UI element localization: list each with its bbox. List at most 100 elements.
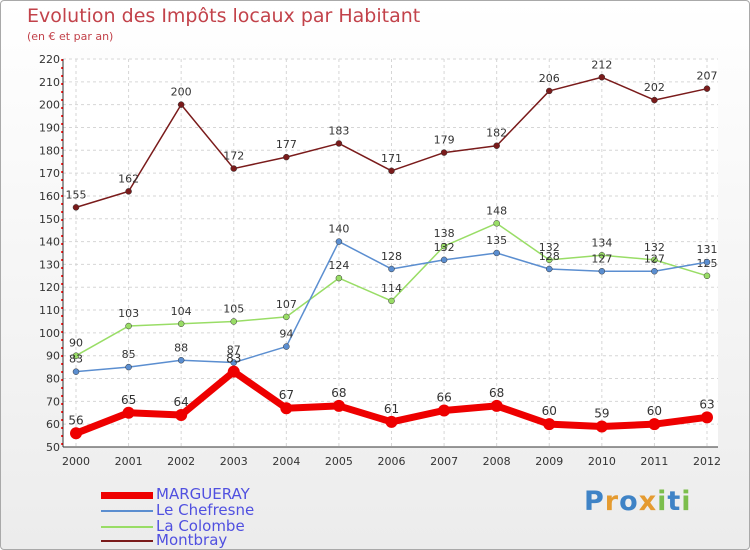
data-point — [493, 249, 500, 257]
legend-label-margueray: MARGUERAY — [156, 485, 250, 503]
x-tick-label: 2012 — [693, 455, 721, 468]
data-label: 63 — [699, 397, 714, 411]
data-point — [703, 272, 711, 280]
data-label: 94 — [279, 328, 293, 341]
data-label: 202 — [644, 81, 665, 94]
data-point — [177, 101, 185, 108]
x-tick-label: 2007 — [430, 455, 458, 468]
data-label: 85 — [122, 348, 136, 361]
data-point — [598, 252, 606, 259]
data-label: 64 — [174, 395, 189, 409]
y-tick-label: 70 — [46, 395, 60, 408]
data-label: 114 — [381, 282, 402, 295]
data-point — [388, 167, 395, 175]
y-tick-label: 100 — [39, 327, 60, 340]
data-point — [493, 220, 500, 227]
data-label: 83 — [226, 352, 241, 366]
data-label: 132 — [539, 241, 560, 254]
logo-letter: r — [604, 486, 620, 517]
y-tick-label: 190 — [39, 121, 60, 134]
data-point — [335, 274, 343, 282]
data-point — [648, 418, 661, 431]
data-point — [440, 256, 448, 264]
data-point — [125, 363, 132, 371]
data-label: 172 — [223, 150, 244, 163]
data-point — [595, 420, 608, 433]
y-tick-label: 80 — [46, 373, 60, 386]
data-label: 206 — [539, 72, 560, 85]
data-point — [125, 322, 132, 330]
data-point — [546, 265, 553, 273]
data-label: 107 — [276, 298, 297, 311]
legend-swatch-montbray — [101, 540, 153, 542]
x-tick-label: 2009 — [535, 455, 563, 468]
data-label: 212 — [591, 58, 612, 71]
proxiti-logo: Proxiti — [584, 486, 692, 517]
data-label: 59 — [594, 406, 609, 420]
y-tick-label: 60 — [46, 418, 60, 431]
data-label: 68 — [489, 386, 504, 400]
data-point — [385, 415, 398, 428]
data-point — [72, 368, 80, 375]
x-tick-label: 2002 — [167, 455, 195, 468]
x-tick-label: 2004 — [272, 455, 300, 468]
x-tick-label: 2001 — [115, 455, 143, 468]
y-tick-label: 200 — [39, 99, 60, 112]
data-point — [546, 256, 553, 264]
data-label: 61 — [384, 402, 399, 416]
data-label: 128 — [381, 250, 402, 263]
x-tick-label: 2003 — [220, 455, 248, 468]
data-label: 140 — [328, 223, 349, 236]
chart-subtitle: (en € et par an) — [27, 30, 114, 43]
x-tick-label: 2006 — [378, 455, 406, 468]
logo-letter: o — [619, 486, 639, 517]
legend-label-montbray: Montbray — [156, 531, 228, 549]
legend-swatch-margueray — [101, 492, 153, 499]
data-point — [175, 409, 188, 422]
data-label: 127 — [591, 252, 612, 265]
data-point — [701, 411, 713, 424]
logo-letter: t — [667, 486, 682, 517]
data-point — [230, 318, 237, 325]
chart-title: Evolution des Impôts locaux par Habitant — [27, 5, 421, 27]
data-point — [283, 343, 290, 350]
legend-swatch-la-colombe — [101, 526, 153, 528]
data-point — [543, 418, 556, 431]
data-label: 87 — [227, 344, 241, 357]
data-label: 88 — [174, 341, 188, 354]
data-point — [388, 265, 395, 273]
data-label: 60 — [542, 404, 557, 418]
data-point — [177, 357, 185, 364]
data-point — [70, 427, 82, 440]
data-label: 66 — [436, 390, 451, 404]
data-point — [438, 404, 451, 417]
data-label: 124 — [328, 259, 349, 272]
data-point — [490, 399, 503, 412]
data-label: 104 — [171, 305, 192, 318]
data-point — [440, 242, 448, 250]
x-tick-label: 2010 — [588, 455, 616, 468]
data-label: 105 — [223, 302, 244, 315]
data-label: 68 — [331, 386, 346, 400]
data-label: 179 — [434, 134, 455, 147]
series-montbray: 155 162 200 172 177 183 171 179 182 206 212 202 207 — [66, 58, 718, 211]
series-margueray: 56 65 64 83 67 68 61 66 68 60 59 60 63 — [68, 352, 715, 440]
data-point — [72, 204, 80, 211]
data-point — [598, 74, 606, 81]
legend-swatch-le-chefresne — [101, 510, 153, 512]
data-label: 135 — [486, 234, 507, 247]
data-label: 200 — [171, 86, 192, 99]
data-point — [493, 142, 500, 149]
data-point — [283, 153, 290, 161]
logo-letter: P — [584, 486, 605, 517]
y-tick-label: 50 — [46, 441, 60, 454]
data-point — [651, 268, 658, 275]
data-label: 134 — [591, 236, 612, 249]
data-point — [177, 320, 185, 328]
data-point — [651, 256, 658, 264]
data-point — [280, 402, 293, 415]
data-point — [703, 258, 711, 266]
